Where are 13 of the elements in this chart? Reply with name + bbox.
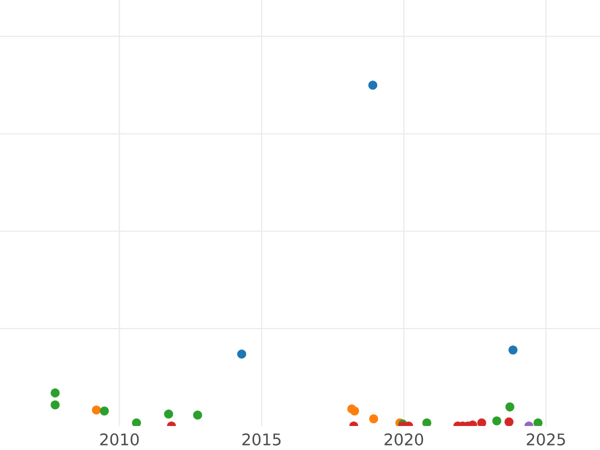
- point: [350, 406, 360, 416]
- point: [92, 405, 101, 415]
- x-tick-label: 2025: [526, 433, 565, 446]
- point: [505, 402, 514, 412]
- point: [50, 388, 60, 398]
- point: [508, 345, 518, 355]
- x-tick-label: 2020: [384, 433, 424, 446]
- point: [237, 350, 246, 359]
- x-tick-label: 2010: [100, 433, 139, 446]
- point: [368, 80, 378, 90]
- x-tick-label: 2015: [242, 433, 281, 446]
- point: [50, 400, 60, 410]
- point: [100, 406, 109, 416]
